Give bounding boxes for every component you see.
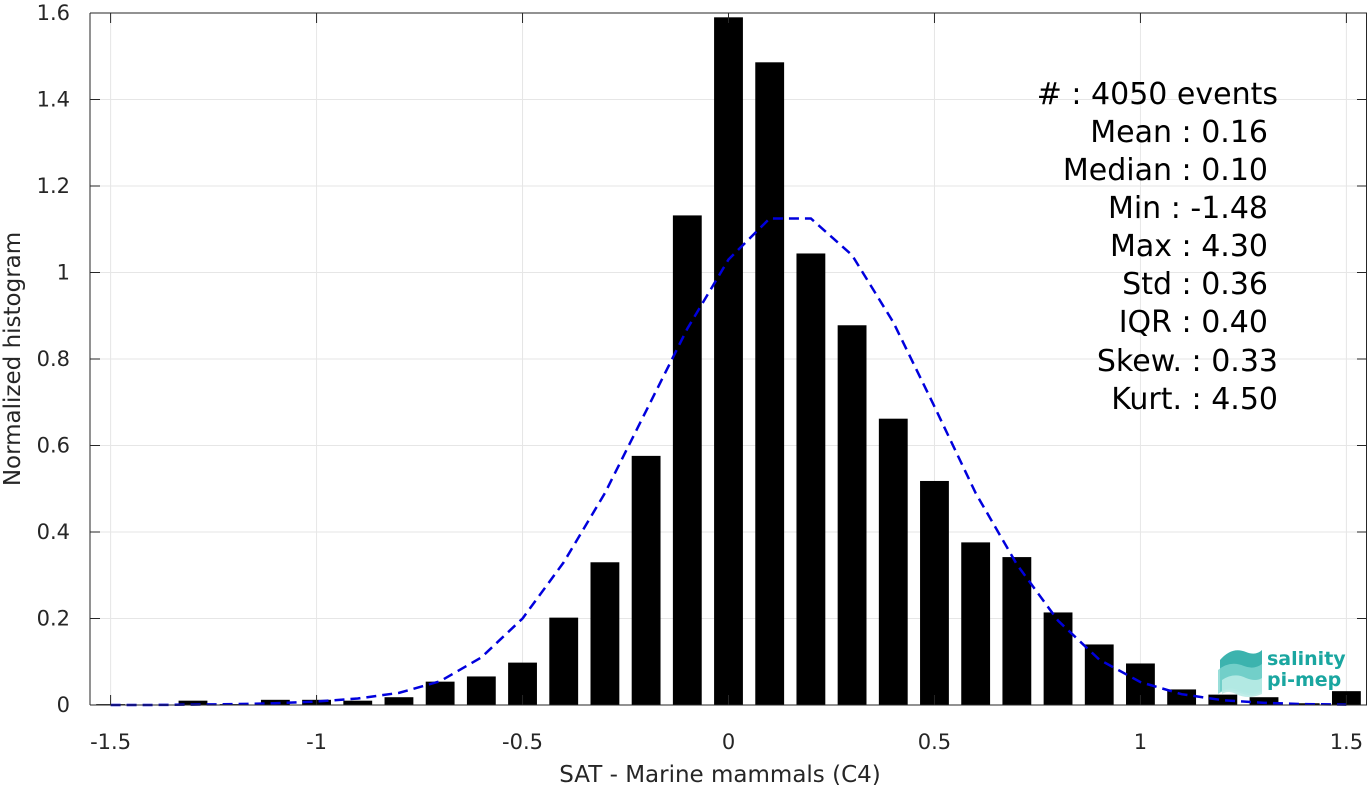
- histogram-bar: [1249, 697, 1279, 705]
- histogram-bar: [1084, 644, 1114, 705]
- x-tick-label: 1: [1134, 730, 1147, 754]
- histogram-bar: [549, 617, 579, 705]
- logo-wave-icon: [1218, 650, 1262, 697]
- x-tick-label: -1.5: [90, 730, 131, 754]
- y-tick-label: 1.2: [37, 174, 70, 198]
- x-axis-title: SAT - Marine mammals (C4): [559, 762, 881, 785]
- histogram-bar: [1208, 694, 1238, 705]
- histogram-bar: [837, 325, 867, 705]
- x-tick-label: -0.5: [502, 730, 543, 754]
- y-tick-label: 0.2: [37, 607, 70, 631]
- x-tick-label: 1.5: [1330, 730, 1363, 754]
- y-tick-label: 1: [57, 261, 70, 285]
- histogram-bar: [466, 676, 496, 705]
- x-tick-label: -1: [306, 730, 327, 754]
- histogram-bar: [1002, 557, 1032, 705]
- histogram-bar: [714, 17, 743, 705]
- histogram-bar: [1043, 612, 1073, 705]
- y-tick-label: 0: [57, 693, 70, 717]
- x-tick-labels: -1.5 -1 -0.5 0 0.5 1 1.5: [90, 730, 1363, 754]
- histogram-bar: [590, 562, 620, 705]
- histogram-bar: [755, 62, 785, 706]
- stat-iqr: IQR : 0.40: [1119, 305, 1268, 340]
- histogram-bar: [343, 700, 373, 705]
- fit-curve-layer: [110, 217, 1347, 707]
- histogram-bar: [631, 455, 661, 705]
- histogram-bar: [961, 542, 991, 705]
- x-tick-label: 0.5: [918, 730, 951, 754]
- y-tick-label: 0.8: [37, 347, 70, 371]
- y-tick-labels: 0 0.2 0.4 0.6 0.8 1 1.2 1.4 1.6: [37, 1, 70, 717]
- histogram-bar: [796, 253, 826, 705]
- logo-line1: salinity: [1267, 648, 1346, 670]
- stat-kurt: Kurt. : 4.50: [1111, 382, 1278, 417]
- logo-line2: pi-mep: [1267, 669, 1341, 691]
- y-axis-title: Normalized histogram: [0, 232, 26, 486]
- histogram-bar: [878, 418, 908, 705]
- fit-curve-line: [110, 217, 1347, 707]
- histogram-bar: [920, 480, 949, 705]
- histogram-bar: [425, 681, 455, 705]
- y-tick-label: 0.4: [37, 520, 70, 544]
- histogram-bars: [96, 17, 1361, 706]
- histogram-bar: [672, 215, 702, 705]
- stat-max: Max : 4.30: [1110, 229, 1268, 264]
- x-tick-label: 0: [722, 730, 735, 754]
- stat-min: Min : -1.48: [1108, 191, 1268, 226]
- y-tick-label: 0.6: [37, 434, 70, 458]
- stat-mean: Mean : 0.16: [1090, 115, 1268, 150]
- stat-count: # : 4050 events: [1037, 77, 1278, 112]
- histogram-bar: [1167, 689, 1197, 705]
- statistics-box: # : 4050 events Mean : 0.16 Median : 0.1…: [1037, 77, 1278, 417]
- stat-median: Median : 0.10: [1063, 153, 1268, 188]
- histogram-bar: [178, 700, 208, 705]
- histogram-bar: [384, 697, 414, 705]
- salinity-pi-mep-logo: salinity pi-mep: [1218, 648, 1346, 697]
- stat-std: Std : 0.36: [1122, 267, 1268, 302]
- stat-skew: Skew. : 0.33: [1097, 344, 1278, 379]
- y-tick-label: 1.6: [37, 1, 70, 25]
- y-tick-label: 1.4: [37, 88, 70, 112]
